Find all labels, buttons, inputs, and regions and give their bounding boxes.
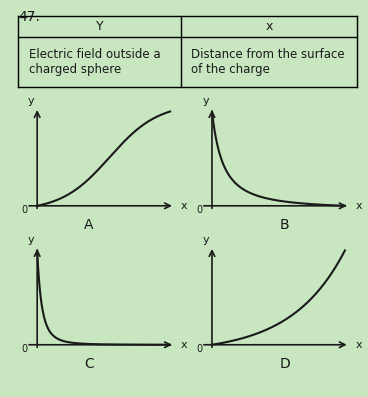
Text: 47.: 47. [18,10,40,24]
Text: B: B [279,218,289,232]
Text: Electric field outside a
charged sphere: Electric field outside a charged sphere [29,48,160,76]
Text: y: y [28,96,34,106]
Text: y: y [202,235,209,245]
Text: x: x [181,201,188,211]
Text: y: y [202,96,209,106]
Text: D: D [279,357,290,371]
Text: x: x [181,340,188,350]
Text: A: A [84,218,93,232]
Text: 0: 0 [21,344,28,354]
Text: 0: 0 [196,344,202,354]
Text: 0: 0 [21,205,28,215]
Text: y: y [28,235,34,245]
Text: 0: 0 [196,205,202,215]
Text: Y: Y [96,20,103,33]
Text: x: x [356,340,362,350]
Text: x: x [356,201,362,211]
Text: C: C [84,357,94,371]
Text: Distance from the surface
of the charge: Distance from the surface of the charge [191,48,345,76]
Text: x: x [265,20,273,33]
